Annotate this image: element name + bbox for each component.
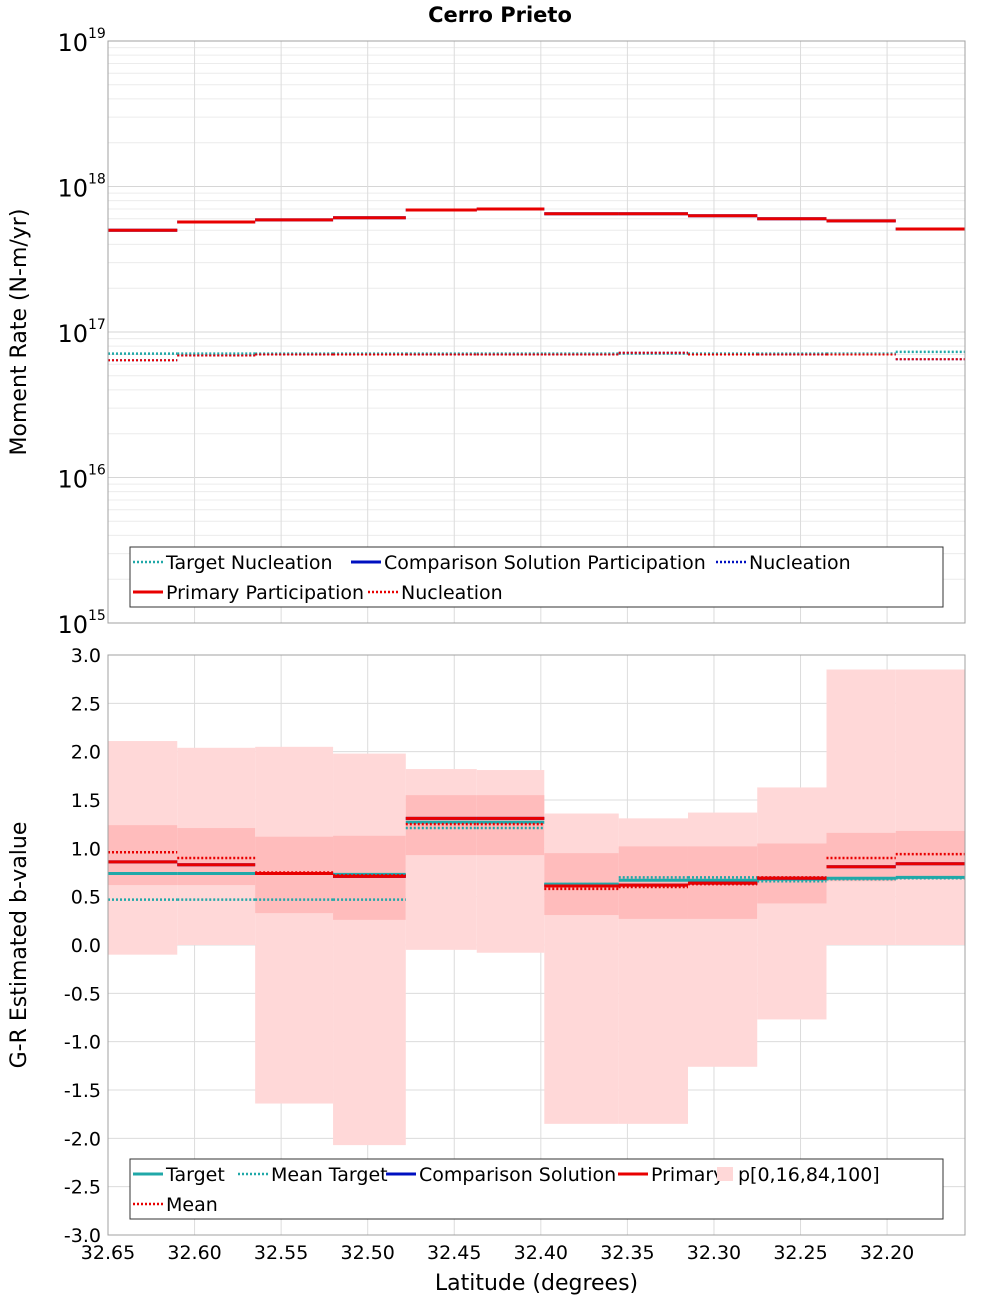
legend-label: Primary Participation (166, 582, 364, 604)
y-tick-label: 10 (57, 320, 88, 348)
legend-item: Nucleation (716, 552, 851, 574)
legend-item: Mean (133, 1194, 218, 1216)
legend-box (129, 1158, 944, 1220)
y-tick-label: -2.0 (64, 1128, 101, 1150)
legend-item: p[0,16,84,100] (717, 1164, 880, 1186)
legend-label: Comparison Solution Participation (384, 552, 706, 574)
y-tick-exponent: 19 (88, 26, 106, 42)
x-tick-label: 32.45 (427, 1242, 481, 1264)
band-p16-p84 (826, 832, 896, 882)
x-tick-label: 32.60 (167, 1242, 221, 1264)
x-tick-label: 32.50 (340, 1242, 394, 1264)
y-tick-label: 3.0 (71, 645, 101, 667)
x-tick-label: 32.35 (600, 1242, 654, 1264)
series-primary-participation (108, 207, 965, 232)
y-tick-label: 10 (57, 466, 88, 494)
legend-box (129, 546, 944, 608)
y-tick-label: 10 (57, 611, 88, 639)
gridlines (107, 41, 965, 624)
b-value-panel: 3.0 2.5 2.0 1.5 1.0 0.5 0.0 -0.5 -1.0 -1.5 -2.0 -2.… (7, 645, 966, 1296)
band-p16-p84 (618, 846, 688, 919)
legend-item: Nucleation (368, 582, 503, 604)
legend-item: Comparison Solution (386, 1164, 616, 1186)
plot-frame (107, 654, 966, 1236)
legend: Target Mean Target Comparison Solution Prim… (129, 1158, 944, 1220)
y-tick-label: -1.5 (64, 1080, 101, 1102)
x-axis-label: Latitude (degrees) (435, 1271, 638, 1296)
legend-label: Nucleation (401, 582, 503, 604)
legend-swatch (717, 1167, 733, 1181)
legend-item: Mean Target (238, 1164, 388, 1186)
band-p0-p100 (333, 753, 406, 1146)
y-tick-label: 10 (57, 175, 88, 203)
legend-label: Mean Target (271, 1164, 388, 1186)
x-tick-label: 32.55 (254, 1242, 308, 1264)
y-axis-label: Moment Rate (N-m/yr) (7, 209, 32, 456)
legend-item: Comparison Solution Participation (351, 552, 706, 574)
y-tick-label: 10 (57, 29, 88, 57)
legend-item: Target Nucleation (133, 552, 333, 574)
band-p0-p100 (826, 669, 896, 945)
y-tick-label: -3.0 (64, 1225, 101, 1247)
x-tick-label: 32.30 (687, 1242, 741, 1264)
series-primary (108, 816, 965, 888)
legend-label: p[0,16,84,100] (738, 1164, 880, 1186)
y-tick-exponent: 16 (88, 463, 106, 479)
legend-label: Comparison Solution (419, 1164, 616, 1186)
y-tick-label: 0.0 (71, 935, 101, 957)
legend-label: Nucleation (749, 552, 851, 574)
y-tick-label: 2.0 (71, 742, 101, 764)
legend-label: Primary (651, 1164, 724, 1186)
band-p16-p84 (177, 828, 256, 886)
y-axis-label: G-R Estimated b-value (7, 822, 32, 1069)
band-p0-p100 (895, 669, 965, 945)
y-tick-exponent: 17 (88, 317, 106, 333)
y-tick-label: -2.5 (64, 1177, 101, 1199)
y-tick-exponent: 15 (88, 608, 106, 624)
legend-item: Primary Participation (133, 582, 364, 604)
legend-label: Target Nucleation (165, 552, 333, 574)
series-target (108, 820, 965, 886)
y-tick-label: 0.5 (71, 887, 101, 909)
band-p0-p100 (255, 746, 334, 1104)
y-tick-exponent: 18 (88, 172, 106, 188)
y-tick-labels: 3.0 2.5 2.0 1.5 1.0 0.5 0.0 -0.5 -1.0 -1.5 -2.0 -2.… (64, 645, 101, 1247)
x-tick-label: 32.25 (773, 1242, 827, 1264)
band-p16-p84 (757, 843, 827, 904)
series-primary-nucleation (108, 351, 965, 362)
legend-label: Target (165, 1164, 225, 1186)
legend: Target Nucleation Comparison Solution Par… (129, 546, 944, 608)
y-tick-label: -0.5 (64, 983, 101, 1005)
y-tick-label: -1.0 (64, 1032, 101, 1054)
legend-item: Primary (618, 1164, 724, 1186)
y-tick-label: 2.5 (71, 693, 101, 715)
legend-label: Mean (166, 1194, 218, 1216)
band-p16-p84 (895, 830, 965, 880)
x-tick-label: 32.40 (514, 1242, 568, 1264)
x-tick-labels: 32.65 32.60 32.55 32.50 32.45 32.40 32.35 32.30… (81, 1242, 914, 1264)
chart-title: Cerro Prieto (428, 3, 572, 27)
x-tick-label: 32.20 (860, 1242, 914, 1264)
legend-item: Target (133, 1164, 225, 1186)
x-tick-label: 32.65 (81, 1242, 135, 1264)
y-tick-label: 1.5 (71, 790, 101, 812)
plot-frame (107, 40, 966, 624)
band-p16-p84 (405, 795, 477, 856)
band-p16-p84 (108, 825, 178, 886)
y-tick-label: 1.0 (71, 838, 101, 860)
